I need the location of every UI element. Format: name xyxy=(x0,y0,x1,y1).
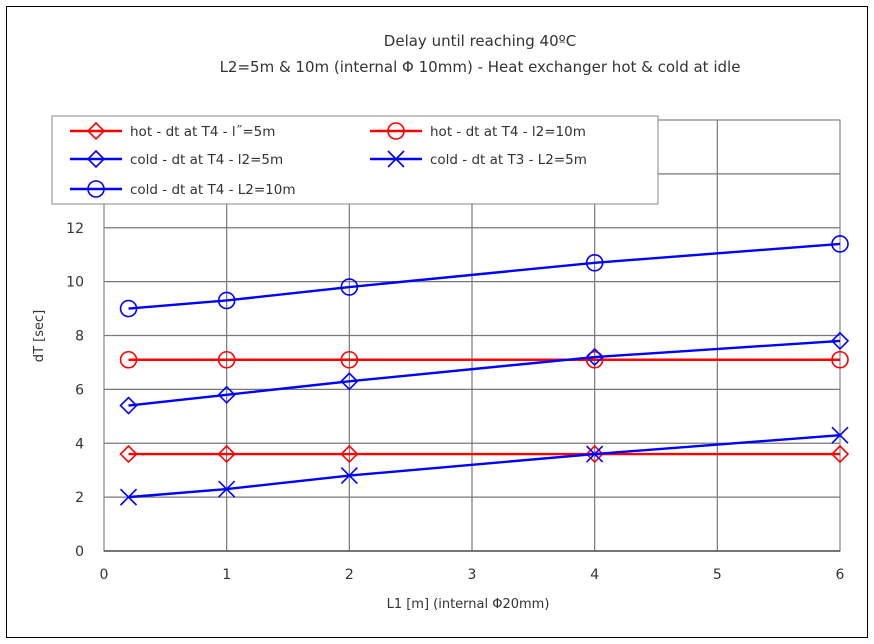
series-1 xyxy=(119,444,850,464)
x-tick-label: 2 xyxy=(345,567,354,583)
legend-item: hot - dt at T4 - l˝=5m xyxy=(70,121,275,141)
data-point xyxy=(831,426,849,444)
data-point xyxy=(119,299,138,318)
series-line xyxy=(128,242,841,310)
data-point xyxy=(119,488,138,506)
x-tick-label: 3 xyxy=(468,567,477,583)
x-tick-label: 6 xyxy=(836,567,845,583)
data-point xyxy=(340,467,358,485)
legend-label: cold - dt at T4 - L2=10m xyxy=(130,182,296,198)
x-tick-label: 4 xyxy=(590,567,599,583)
data-point xyxy=(217,385,236,404)
data-point xyxy=(119,350,138,369)
y-tick-label: 4 xyxy=(75,436,84,452)
legend-label: cold - dt at T4 - l2=5m xyxy=(130,152,283,168)
data-point xyxy=(585,347,604,367)
y-tick-label: 6 xyxy=(75,382,84,398)
series-line xyxy=(128,339,841,407)
legend-item: cold - dt at T4 - L2=10m xyxy=(70,180,296,198)
legend-label: cold - dt at T3 - L2=5m xyxy=(430,152,587,168)
legend-box xyxy=(51,115,659,205)
data-point xyxy=(830,331,850,351)
data-point xyxy=(830,444,850,464)
chart-frame xyxy=(6,6,868,638)
data-point xyxy=(831,235,849,253)
y-tick-label: 0 xyxy=(75,544,84,560)
legend-item: cold - dt at T3 - L2=5m xyxy=(370,150,587,168)
data-point xyxy=(586,445,604,463)
legend-item: cold - dt at T4 - l2=5m xyxy=(70,149,283,169)
data-point xyxy=(831,350,849,369)
data-point xyxy=(340,444,359,464)
chart-title: Delay until reaching 40ºC xyxy=(384,32,576,50)
data-point xyxy=(217,350,236,369)
x-tick-label: 5 xyxy=(713,567,722,583)
series-line xyxy=(128,433,841,499)
legend-marker xyxy=(387,122,405,140)
legend-marker xyxy=(87,180,105,198)
data-point xyxy=(119,396,138,415)
chart-subtitle: L2=5m & 10m (internal Φ 10mm) - Heat exc… xyxy=(220,58,741,76)
y-tick-label: 2 xyxy=(75,490,84,506)
data-point xyxy=(585,350,604,369)
data-point xyxy=(585,444,604,464)
series-5 xyxy=(119,235,849,318)
data-point xyxy=(119,444,138,464)
legend-label: hot - dt at T4 - l˝=5m xyxy=(130,124,275,140)
data-point xyxy=(340,278,359,296)
series-4 xyxy=(119,426,849,506)
x-axis-label: L1 [m] (internal Φ20mm) xyxy=(387,597,550,612)
legend-marker xyxy=(86,149,106,169)
legend-label: hot - dt at T4 - l2=10m xyxy=(430,124,586,140)
series-2 xyxy=(119,350,849,369)
x-tick-label: 1 xyxy=(222,567,231,583)
legend-marker xyxy=(387,150,405,168)
data-point xyxy=(217,291,236,310)
series-group xyxy=(119,235,850,506)
data-point xyxy=(340,372,359,391)
y-axis-label: dT [sec] xyxy=(32,310,47,362)
x-tick-label: 0 xyxy=(100,567,109,583)
legend-marker xyxy=(86,121,106,141)
data-point xyxy=(217,444,236,464)
y-tick-label: 8 xyxy=(75,329,84,345)
data-point xyxy=(340,350,359,369)
legend: hot - dt at T4 - l˝=5m hot - dt at T4 - l… xyxy=(51,115,659,205)
legend-item: hot - dt at T4 - l2=10m xyxy=(370,122,586,140)
data-point xyxy=(218,480,236,498)
series-3 xyxy=(119,331,850,415)
y-tick-label: 12 xyxy=(66,221,84,237)
y-tick-label: 10 xyxy=(66,275,84,291)
data-point xyxy=(585,253,604,272)
